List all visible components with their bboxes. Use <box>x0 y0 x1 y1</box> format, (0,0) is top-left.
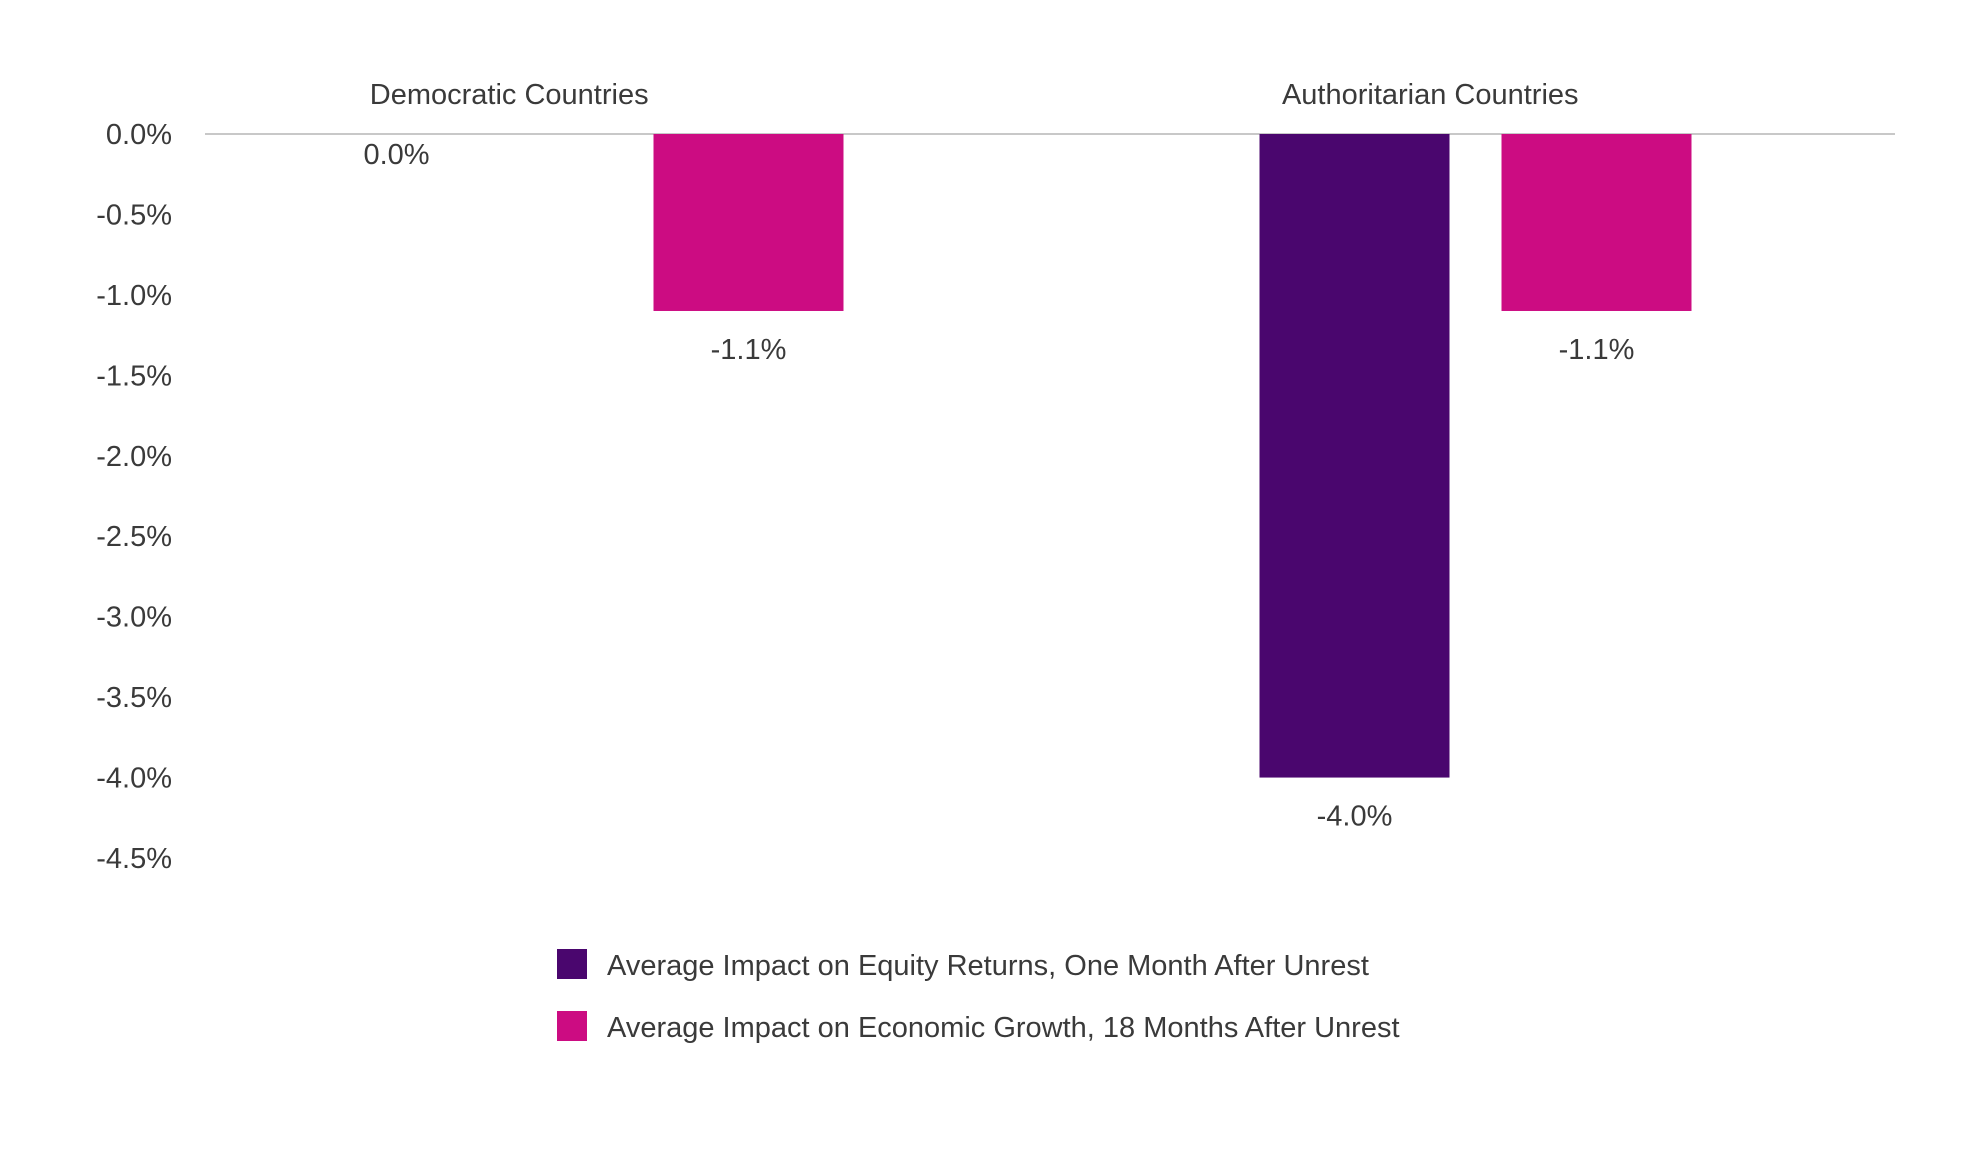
bar <box>1259 134 1450 778</box>
y-tick-label: -4.0% <box>96 763 172 795</box>
data-label: -4.0% <box>1317 801 1393 833</box>
y-tick-label: -2.5% <box>96 521 172 553</box>
category-label: Authoritarian Countries <box>1282 79 1579 111</box>
bar <box>1501 134 1692 311</box>
y-tick-label: -3.5% <box>96 682 172 714</box>
legend-swatch <box>557 1011 587 1041</box>
data-label: -1.1% <box>1559 334 1635 366</box>
y-tick-label: -2.0% <box>96 441 172 473</box>
y-axis: 0.0% -0.5% -1.0% -1.5% -2.0% -2.5% -3.0% -3.5% -… <box>96 119 1895 875</box>
legend-swatch <box>557 949 587 979</box>
y-tick-label: 0.0% <box>106 119 172 151</box>
y-tick-label: -0.5% <box>96 199 172 231</box>
data-labels: 0.0% -1.1% -4.0% -1.1% <box>363 139 1634 833</box>
category-labels: Democratic Countries Authoritarian Countr… <box>370 79 1579 111</box>
legend: Average Impact on Equity Returns, One Mo… <box>557 949 1400 1044</box>
bar <box>653 134 844 311</box>
legend-label: Average Impact on Equity Returns, One Mo… <box>607 950 1369 982</box>
legend-label: Average Impact on Economic Growth, 18 Mo… <box>607 1012 1400 1044</box>
y-tick-label: -1.5% <box>96 360 172 392</box>
y-tick-label: -3.0% <box>96 602 172 634</box>
y-tick-label: -4.5% <box>96 843 172 875</box>
y-tick-label: -1.0% <box>96 280 172 312</box>
bars <box>653 134 1692 778</box>
category-label: Democratic Countries <box>370 79 649 111</box>
data-label: 0.0% <box>363 139 429 171</box>
data-label: -1.1% <box>711 334 787 366</box>
